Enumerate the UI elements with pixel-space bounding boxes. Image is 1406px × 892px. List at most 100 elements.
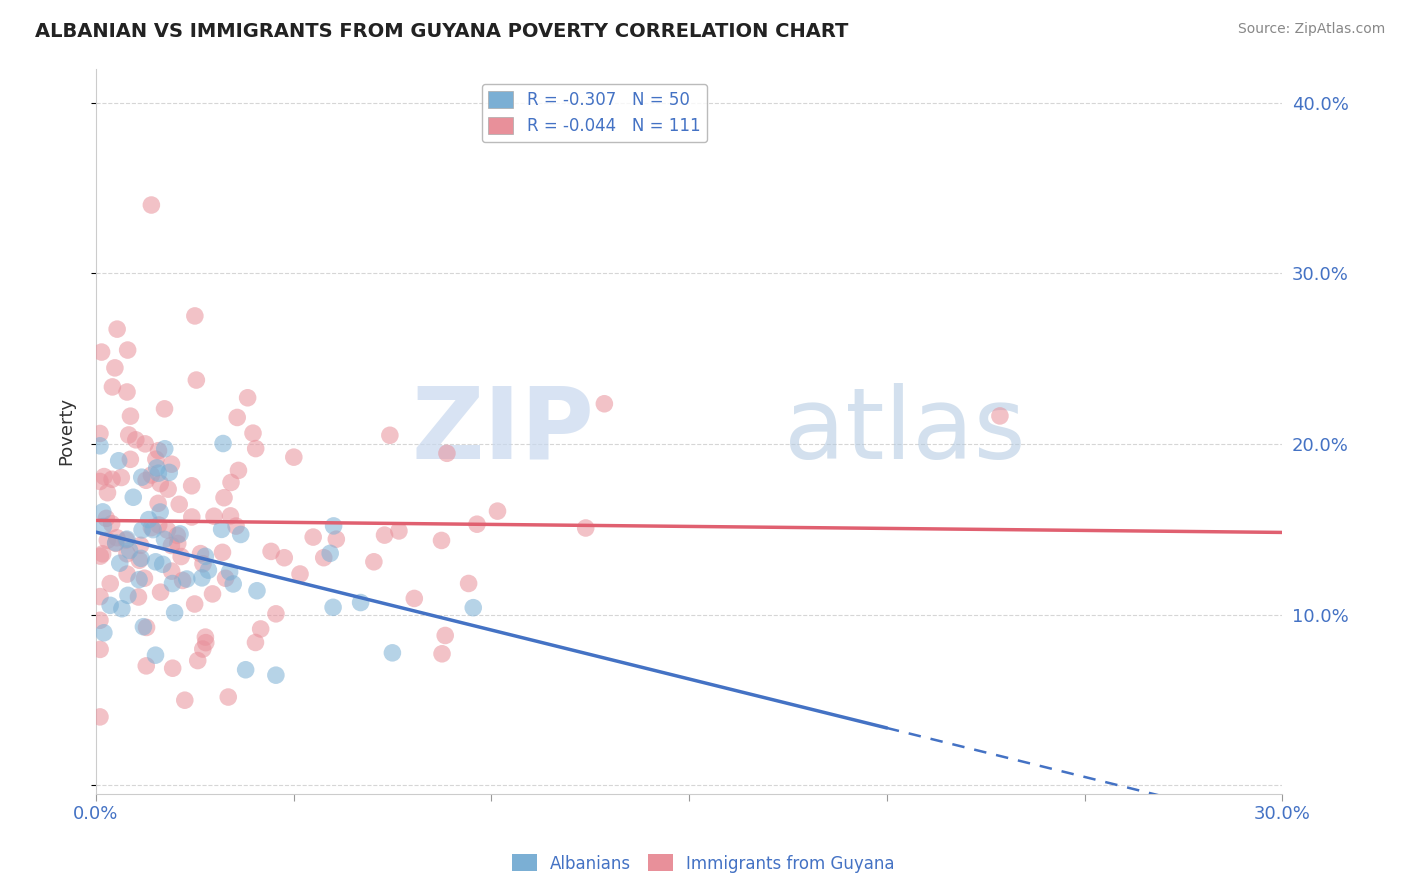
Point xyxy=(98,599,121,613)
Point xyxy=(172,574,194,588)
Point xyxy=(325,532,347,546)
Point xyxy=(128,573,150,587)
Point xyxy=(89,426,111,441)
Point xyxy=(120,452,142,467)
Point xyxy=(186,373,208,387)
Legend: Albanians, Immigrants from Guyana: Albanians, Immigrants from Guyana xyxy=(505,847,901,880)
Point xyxy=(153,442,176,456)
Point xyxy=(183,597,205,611)
Point xyxy=(91,547,114,561)
Point xyxy=(211,522,233,536)
Point xyxy=(93,469,115,483)
Legend: R = -0.307   N = 50, R = -0.044   N = 111: R = -0.307 N = 50, R = -0.044 N = 111 xyxy=(482,84,707,142)
Point xyxy=(115,384,138,399)
Point xyxy=(202,509,225,524)
Point xyxy=(146,496,169,510)
Point xyxy=(162,661,184,675)
Point xyxy=(180,479,202,493)
Point xyxy=(89,475,111,489)
Point xyxy=(162,576,184,591)
Point xyxy=(463,600,485,615)
Point xyxy=(89,590,111,604)
Point xyxy=(373,528,395,542)
Point xyxy=(145,555,167,569)
Point xyxy=(273,550,295,565)
Point xyxy=(132,620,155,634)
Point xyxy=(191,642,214,657)
Point xyxy=(378,428,401,442)
Point xyxy=(98,576,121,591)
Point xyxy=(194,630,217,644)
Point xyxy=(194,635,217,649)
Point xyxy=(217,690,239,704)
Point xyxy=(90,345,112,359)
Point xyxy=(212,491,235,505)
Point xyxy=(134,437,156,451)
Point xyxy=(283,450,305,464)
Point xyxy=(122,490,145,504)
Point xyxy=(260,544,283,558)
Point xyxy=(141,468,163,483)
Point xyxy=(135,620,157,634)
Point xyxy=(457,576,479,591)
Point xyxy=(167,497,190,511)
Point xyxy=(105,531,128,545)
Point xyxy=(127,590,149,604)
Point xyxy=(111,601,134,615)
Point xyxy=(184,309,207,323)
Point xyxy=(153,401,176,416)
Point xyxy=(988,409,1011,423)
Point xyxy=(388,524,411,538)
Point xyxy=(381,646,404,660)
Point xyxy=(149,505,172,519)
Point xyxy=(131,523,153,537)
Point xyxy=(89,613,111,627)
Point xyxy=(131,470,153,484)
Point xyxy=(465,517,488,532)
Point xyxy=(197,563,219,577)
Point xyxy=(118,428,141,442)
Point xyxy=(173,693,195,707)
Point xyxy=(115,533,138,547)
Point xyxy=(128,553,150,567)
Point xyxy=(245,442,267,456)
Point xyxy=(115,567,138,582)
Point xyxy=(129,551,152,566)
Point xyxy=(115,547,138,561)
Point xyxy=(101,380,124,394)
Point xyxy=(142,523,165,537)
Point xyxy=(363,555,385,569)
Point xyxy=(191,571,214,585)
Y-axis label: Poverty: Poverty xyxy=(58,397,75,465)
Point xyxy=(214,571,236,585)
Point xyxy=(107,454,129,468)
Point xyxy=(219,475,242,490)
Point xyxy=(156,523,179,537)
Point xyxy=(245,635,267,649)
Point xyxy=(246,583,269,598)
Point xyxy=(219,508,242,523)
Point xyxy=(160,564,183,578)
Point xyxy=(319,546,342,560)
Point xyxy=(302,530,325,544)
Point xyxy=(145,460,167,475)
Point xyxy=(145,648,167,662)
Point xyxy=(134,571,156,585)
Point xyxy=(264,668,287,682)
Point xyxy=(148,466,170,480)
Point xyxy=(100,516,122,531)
Point xyxy=(91,505,114,519)
Point xyxy=(120,409,142,424)
Point xyxy=(322,519,344,533)
Point xyxy=(157,466,180,480)
Point xyxy=(201,587,224,601)
Point xyxy=(349,596,371,610)
Point xyxy=(104,360,127,375)
Point xyxy=(236,391,259,405)
Text: ZIP: ZIP xyxy=(412,383,595,480)
Point xyxy=(160,539,183,553)
Point xyxy=(430,533,453,548)
Point xyxy=(430,647,453,661)
Point xyxy=(148,518,170,533)
Point xyxy=(235,663,257,677)
